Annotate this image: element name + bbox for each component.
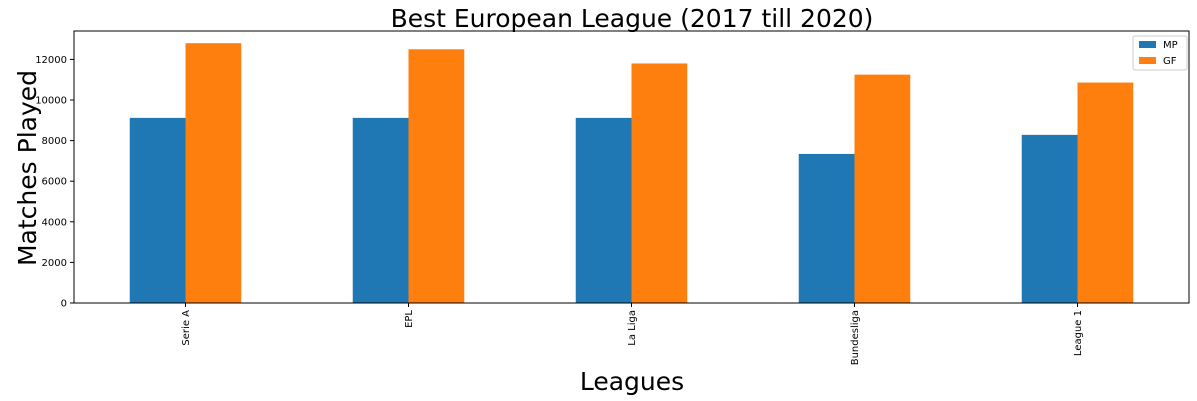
y-axis-ticks: 0 2000 4000 6000 8000 10000 12000: [35, 55, 74, 310]
bar-gf-la-liga: [631, 63, 688, 303]
legend-swatch-mp: [1139, 41, 1156, 48]
x-axis-ticks: Serie A EPL La Liga Bundesliga League 1: [181, 303, 1084, 365]
bar-gf-serie-a: [185, 43, 242, 303]
x-tick-label-bundesliga: Bundesliga: [850, 310, 861, 365]
y-tick-label: 12000: [35, 55, 67, 66]
y-tick-label: 6000: [42, 177, 67, 188]
legend-label-gf: GF: [1163, 56, 1177, 67]
bar-gf-bundesliga: [854, 74, 911, 304]
y-tick-label: 0: [61, 299, 67, 310]
x-tick-label-epl: EPL: [404, 310, 415, 328]
bar-mp-league-1: [1021, 134, 1078, 303]
legend-swatch-gf: [1139, 57, 1156, 64]
x-axis-label: Leagues: [580, 367, 684, 396]
y-tick-label: 2000: [42, 258, 67, 269]
bars-group: [129, 43, 1134, 304]
plot-frame: [73, 30, 1190, 304]
y-tick-label: 10000: [35, 96, 67, 107]
y-axis-label: Matches Played: [13, 70, 42, 266]
legend: MP GF: [1132, 35, 1188, 71]
bar-gf-epl: [408, 49, 465, 303]
bar-gf-league-1: [1077, 82, 1134, 303]
x-tick-label-league-1: League 1: [1073, 310, 1084, 356]
bar-mp-serie-a: [129, 117, 186, 303]
bar-mp-la-liga: [575, 117, 632, 303]
chart-title: Best European League (2017 till 2020): [391, 4, 874, 33]
bar-mp-epl: [352, 117, 409, 303]
x-tick-label-la-liga: La Liga: [627, 310, 638, 346]
legend-label-mp: MP: [1163, 40, 1178, 51]
bar-mp-bundesliga: [798, 153, 855, 303]
y-tick-label: 4000: [42, 217, 67, 228]
y-tick-label: 8000: [42, 136, 67, 147]
x-tick-label-serie-a: Serie A: [181, 310, 192, 346]
